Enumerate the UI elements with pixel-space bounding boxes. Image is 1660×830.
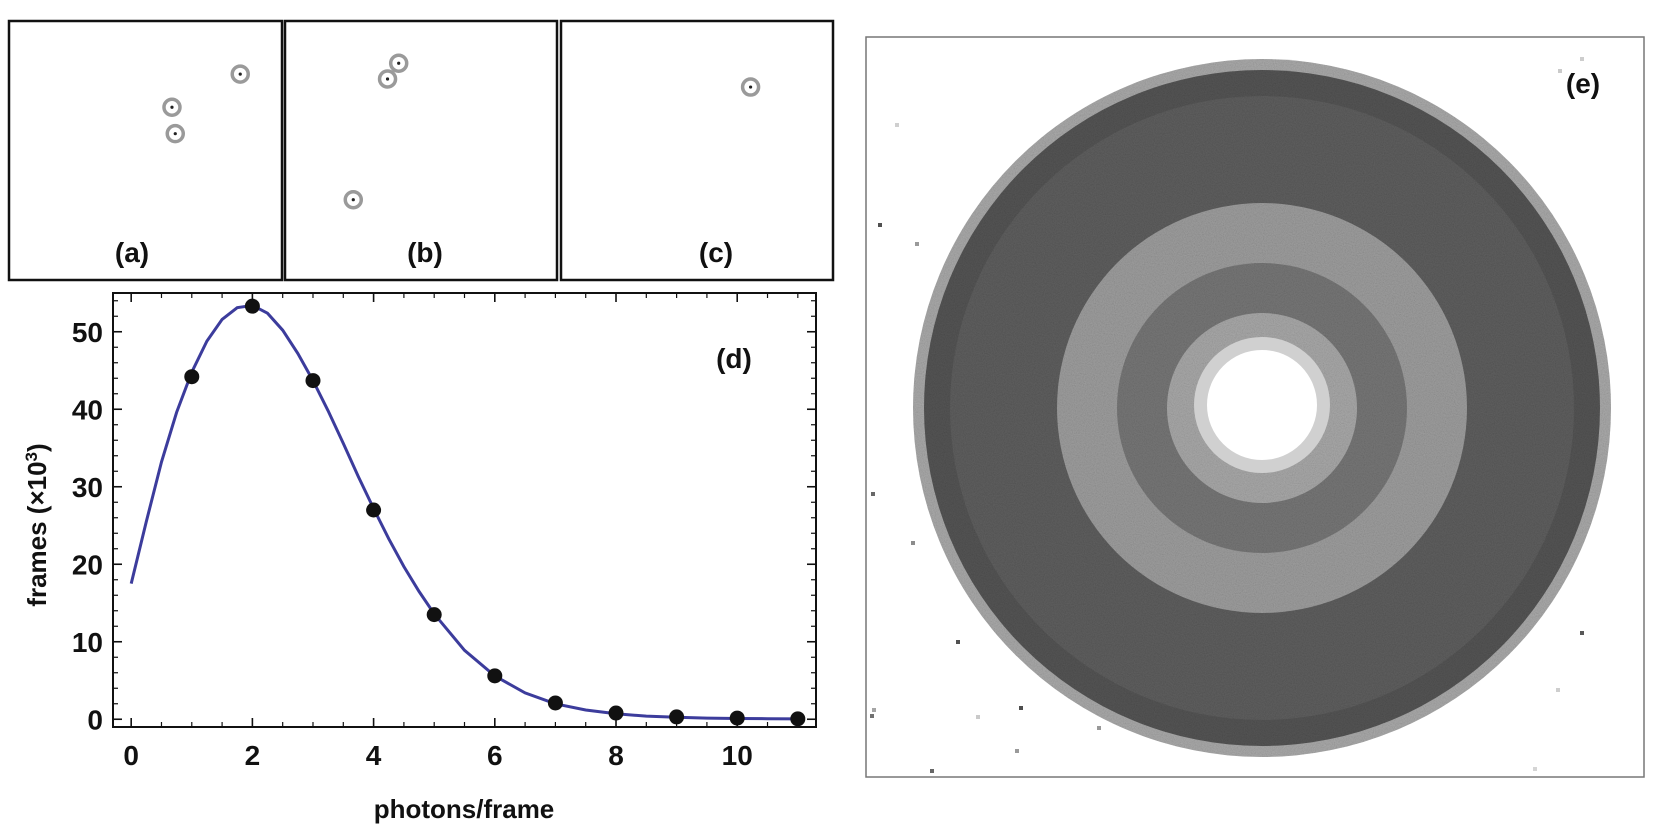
panel-d-label: (d) (716, 343, 752, 374)
spot-ring (388, 53, 409, 73)
stray-pixel (1556, 688, 1560, 692)
panel-b-label: (b) (407, 237, 443, 268)
data-point (608, 705, 624, 721)
stray-pixel (871, 492, 875, 496)
data-point (305, 373, 321, 389)
panel-a-spots (162, 64, 250, 144)
stray-pixel (1019, 706, 1023, 710)
data-point (487, 668, 503, 684)
panel-e: (e) (865, 36, 1645, 778)
panel-c-label: (c) (699, 237, 733, 268)
spot-ring (377, 69, 398, 89)
x-tick-label: 2 (245, 740, 261, 771)
panel-a-frame (7, 19, 284, 282)
panel-b-frame (283, 19, 559, 282)
spot-center (238, 72, 242, 76)
axis-ticks: 0 2 4 6 8 10 0 10 20 30 40 50 (72, 293, 816, 771)
data-point (184, 369, 200, 385)
spot-ring (165, 123, 186, 144)
panel-d-chart: 0 2 4 6 8 10 0 10 20 30 40 50 (d) photons/frame fra… (22, 292, 817, 824)
spot-center (351, 198, 355, 202)
y-axis-label: frames (×103) (22, 443, 53, 606)
plot-frame (112, 292, 817, 728)
data-points (184, 298, 806, 727)
x-tick-label: 4 (366, 740, 382, 771)
data-point (790, 711, 806, 727)
panel-c: (c) (559, 19, 835, 282)
spot-center (170, 105, 174, 109)
panel-b: (b) (283, 19, 559, 282)
panel-c-spots (740, 77, 761, 97)
spot-center (385, 77, 390, 81)
y-tick-label: 50 (72, 317, 103, 348)
stray-pixel (1558, 69, 1562, 73)
center-bright-spot (1207, 350, 1317, 460)
data-point (426, 607, 442, 623)
y-tick-label: 0 (87, 704, 103, 735)
y-tick-label: 40 (72, 394, 103, 425)
data-point (669, 709, 685, 725)
x-axis-label: photons/frame (374, 794, 555, 824)
data-point (366, 502, 382, 518)
stray-pixel (1580, 631, 1584, 635)
spot-ring (740, 77, 761, 97)
x-tick-label: 8 (608, 740, 624, 771)
spot-ring (162, 97, 182, 117)
stray-pixel (895, 123, 899, 127)
stray-pixel (872, 708, 876, 712)
data-point (244, 298, 260, 314)
stray-pixel (915, 242, 919, 246)
panel-e-label: (e) (1566, 68, 1600, 99)
spot-center (748, 85, 753, 89)
spot-center (397, 61, 401, 65)
spot-ring (343, 189, 364, 210)
stray-pixel (870, 714, 874, 718)
stray-pixel (1580, 57, 1584, 61)
y-tick-label: 20 (72, 549, 103, 580)
stray-pixel (1015, 749, 1019, 753)
stray-pixels (870, 57, 1584, 773)
spot-center (173, 132, 177, 136)
stray-pixel (1097, 726, 1101, 730)
diffraction-rings (913, 59, 1611, 757)
x-tick-label: 0 (123, 740, 139, 771)
y-tick-label: 10 (72, 627, 103, 658)
stray-pixel (930, 769, 934, 773)
data-point (729, 710, 745, 726)
stray-pixel (976, 715, 980, 719)
panel-b-spots (343, 53, 409, 210)
stray-pixel (956, 640, 960, 644)
stray-pixel (878, 223, 882, 227)
x-tick-label: 6 (487, 740, 503, 771)
stray-pixel (911, 541, 915, 545)
panel-a-label: (a) (115, 237, 149, 268)
data-point (547, 695, 563, 711)
panel-c-frame (559, 19, 835, 282)
spot-ring (230, 64, 250, 84)
stray-pixel (1533, 767, 1537, 771)
x-tick-label: 10 (722, 740, 753, 771)
panel-a: (a) (7, 19, 284, 282)
y-tick-label: 30 (72, 472, 103, 503)
